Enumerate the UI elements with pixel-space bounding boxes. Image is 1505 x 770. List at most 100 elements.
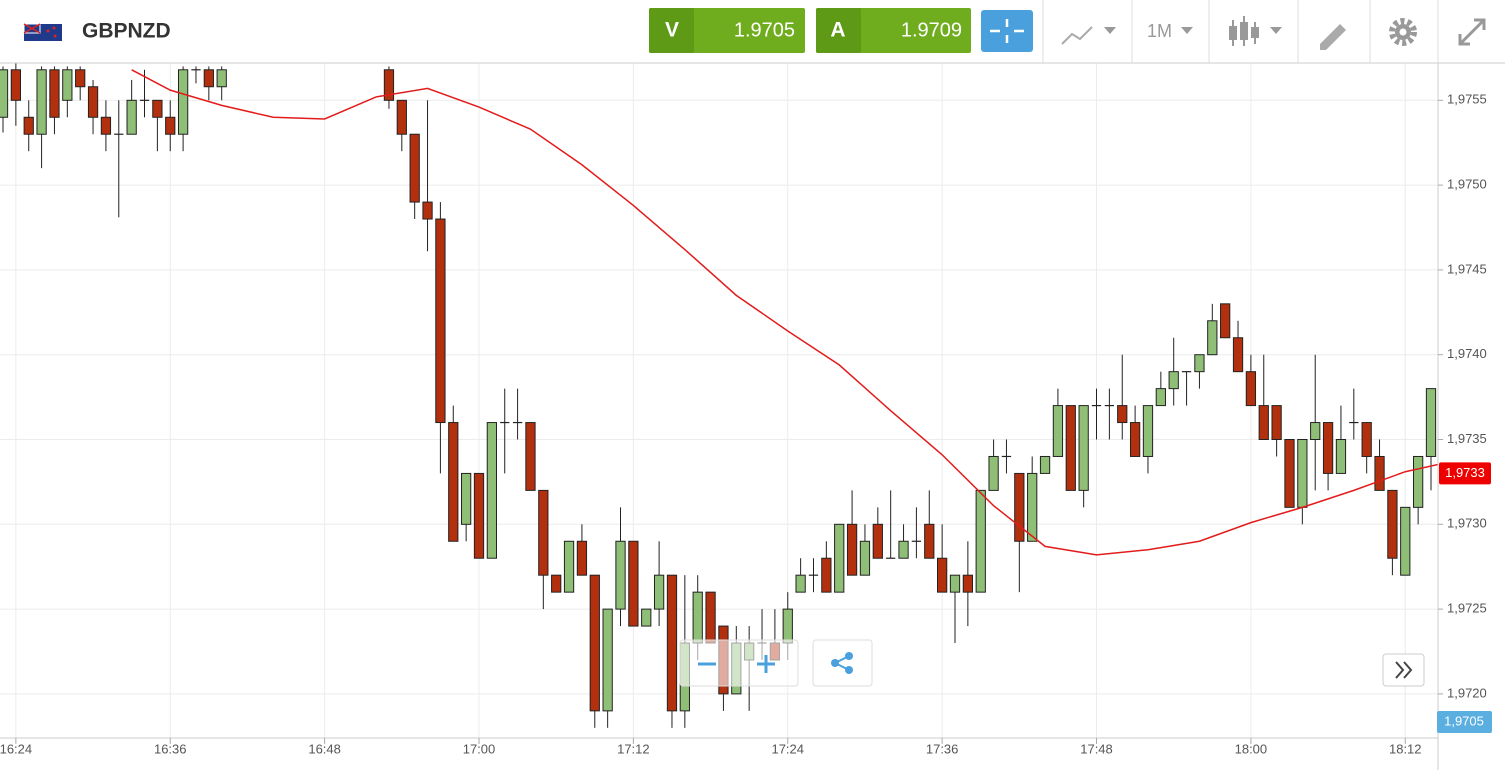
grid (0, 63, 1438, 738)
candle-body (1400, 506, 1411, 576)
candle-body (473, 472, 485, 559)
timeframe-button[interactable]: 1M (1147, 21, 1193, 41)
flag-star (52, 26, 56, 30)
fullscreen-button[interactable] (1458, 18, 1486, 46)
candle-body (1014, 472, 1025, 542)
candle-body (1129, 422, 1141, 457)
candle-body (216, 69, 227, 88)
dropdown-caret[interactable] (1270, 27, 1282, 34)
share-icon[interactable] (845, 652, 853, 660)
candle-body (0, 69, 9, 118)
bid-tag (1437, 711, 1492, 733)
x-tick-label: 17:00 (463, 741, 496, 756)
share-button[interactable] (812, 639, 873, 687)
candle-body (1117, 405, 1128, 424)
candle-body (628, 540, 639, 627)
candle-body (641, 608, 652, 627)
candle-body (949, 574, 961, 593)
candle-body (1284, 439, 1295, 508)
buy-price[interactable]: 1.9709 (901, 19, 962, 41)
x-tick-label: 16:48 (308, 741, 341, 756)
x-tick-label: 17:36 (926, 741, 959, 756)
y-tick-label: 1,9740 (1447, 346, 1487, 361)
candle-body (653, 574, 665, 610)
candle-body (1220, 303, 1231, 339)
scroll-end-button[interactable] (1382, 653, 1425, 687)
candle-body (396, 99, 407, 135)
gear-teeth[interactable] (1389, 18, 1417, 46)
candle-body (834, 523, 845, 593)
scroll-end-icon[interactable] (1395, 661, 1413, 679)
candle-body (1168, 371, 1179, 390)
y-tick-label: 1,9750 (1447, 177, 1487, 192)
candle-body (1271, 405, 1282, 441)
sell-label-bg[interactable] (649, 8, 694, 53)
share-icon[interactable] (845, 666, 853, 674)
draw-button[interactable] (1320, 24, 1346, 50)
candle-body (692, 591, 703, 644)
fullscreen-icon[interactable] (1458, 18, 1486, 46)
candle-body (898, 540, 909, 559)
zoom-in[interactable] (757, 655, 775, 673)
bid-tag-label: 1,9705 (1444, 713, 1484, 728)
share-bg[interactable] (812, 639, 873, 687)
candle-body (576, 540, 588, 576)
sell-button[interactable]: V 1.9705 (649, 8, 805, 53)
candle-body (486, 422, 497, 559)
x-tick-label: 17:48 (1080, 741, 1113, 756)
zoom-bg[interactable] (679, 639, 799, 687)
candle-body (1232, 337, 1244, 373)
crosshair-button[interactable] (981, 10, 1033, 52)
candle-body (924, 523, 935, 559)
candle-icon[interactable] (1240, 22, 1248, 40)
share-icon[interactable] (831, 659, 839, 667)
crosshair-bg[interactable] (981, 10, 1033, 52)
candle-body (1078, 405, 1089, 491)
candle-body (551, 574, 562, 593)
draw-icon[interactable] (1320, 24, 1346, 50)
candle-body (165, 116, 176, 135)
gear-hole[interactable] (1399, 28, 1407, 36)
flag-star (53, 34, 57, 38)
crosshair-icon[interactable] (990, 19, 1024, 43)
chart-type-icon[interactable] (1061, 26, 1093, 45)
candle-body (1258, 405, 1269, 441)
candle-body (1374, 455, 1385, 491)
buy-button[interactable]: A 1.9709 (816, 8, 971, 53)
buy-label[interactable]: A (830, 19, 845, 42)
dropdown-caret[interactable] (1104, 27, 1116, 34)
candle-icon[interactable] (1251, 27, 1259, 38)
chart-type-button[interactable] (1061, 26, 1116, 45)
candle-body (1387, 489, 1398, 559)
candle-body (602, 608, 613, 712)
candle-body (1322, 422, 1334, 474)
dropdown-caret[interactable] (1181, 27, 1193, 34)
settings-button[interactable] (1389, 18, 1417, 46)
zoom-controls[interactable] (679, 639, 799, 687)
candle-body (203, 69, 214, 88)
candle-body (782, 608, 793, 644)
x-tick-label: 18:00 (1235, 741, 1268, 756)
candle-body (36, 69, 47, 135)
candle-body (23, 116, 34, 135)
buy-label-bg[interactable] (816, 8, 861, 53)
candle-body (1039, 455, 1051, 474)
sell-price[interactable]: 1.9705 (734, 19, 795, 41)
candle-body (448, 422, 459, 542)
candle-body (1027, 472, 1038, 542)
candle-body (10, 69, 21, 101)
x-tick-label: 17:24 (771, 741, 804, 756)
candle-body (615, 540, 626, 610)
candle-body (705, 591, 716, 644)
candle-body (1425, 388, 1437, 457)
candle-body (1065, 405, 1076, 491)
candle-body (461, 472, 472, 525)
timeframe[interactable]: 1M (1147, 21, 1172, 41)
candle-type-button[interactable] (1229, 16, 1282, 46)
candle-icon[interactable] (1229, 26, 1237, 40)
sell-label[interactable]: V (665, 19, 679, 42)
x-tick-label: 16:24 (0, 741, 32, 756)
flag (23, 23, 62, 41)
candle-body (126, 99, 137, 135)
y-tick-label: 1,9725 (1447, 601, 1487, 616)
